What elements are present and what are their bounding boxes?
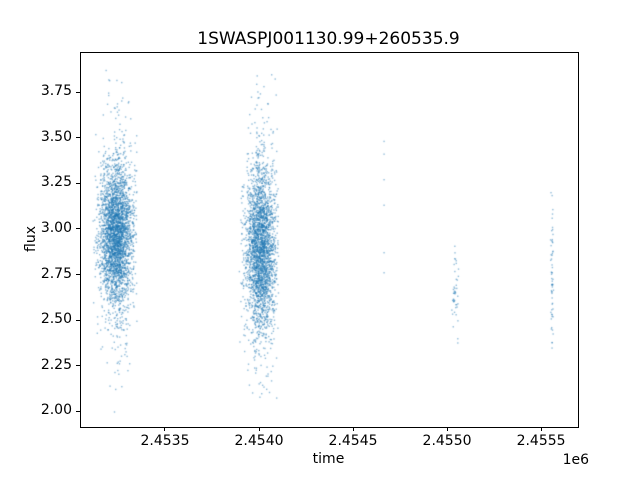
y-tick-label: 2.25 [40,356,72,373]
y-tick-mark [76,365,80,367]
x-tick-label: 2.4535 [140,433,190,449]
x-tick-mark [258,427,260,431]
x-tick-label: 2.4545 [328,433,378,449]
y-tick-label: 3.50 [40,128,72,145]
y-tick-label: 2.00 [40,402,72,419]
y-tick-mark [76,319,80,321]
y-tick-mark [76,182,80,184]
x-tick-label: 2.4540 [234,433,284,449]
y-axis-label: flux [23,226,39,252]
x-axis-offset-text: 1e6 [562,452,589,468]
chart-title: 1SWASPJ001130.99+260535.9 [197,29,460,49]
y-tick-label: 2.75 [40,265,72,282]
y-tick-mark [76,137,80,139]
x-axis-label: time [312,451,345,467]
y-tick-mark [76,228,80,230]
y-tick-mark [76,91,80,93]
x-tick-mark [164,427,166,431]
x-tick-label: 2.4555 [516,433,566,449]
x-tick-mark [352,427,354,431]
y-tick-label: 2.50 [40,311,72,328]
y-tick-label: 3.25 [40,174,72,191]
x-tick-label: 2.4550 [422,433,472,449]
scatter-points-canvas [80,52,577,426]
x-tick-mark [540,427,542,431]
y-tick-label: 3.00 [40,219,72,236]
y-tick-label: 3.75 [40,83,72,100]
x-tick-mark [446,427,448,431]
y-tick-mark [76,274,80,276]
y-tick-mark [76,410,80,412]
